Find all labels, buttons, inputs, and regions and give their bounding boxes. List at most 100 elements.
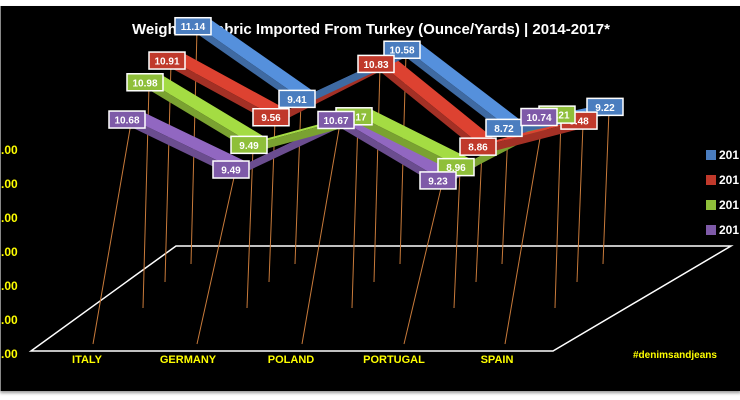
drop-line [301,123,341,345]
legend: 201 201 201 201 [706,148,739,237]
data-label-text: 9.56 [261,113,281,124]
data-label-text: 10.67 [323,116,348,127]
data-label: 9.23 [419,171,457,190]
data-label-box [148,51,186,70]
data-label-box [212,160,250,179]
data-label-box [485,118,523,138]
data-label-text: 9.23 [428,176,448,187]
data-label-box [252,107,290,127]
drop-lines [92,29,610,345]
drop-line [246,148,254,309]
x-tick-label: PORTUGAL [363,354,425,366]
data-label-text: 9.48 [569,117,589,128]
y-tick-label: .00 [1,245,18,259]
x-tick-label: ITALY [72,354,103,366]
legend-swatch [706,175,716,185]
legend-label: 201 [719,198,739,212]
drop-line [403,183,443,345]
hashtag-annotation: #denimsandjeans [633,350,717,361]
ribbon-top [340,113,456,180]
data-label-text: 9.41 [287,95,307,106]
x-tick-label: SPAIN [481,354,514,366]
data-label-box [317,110,355,130]
chart-floor [28,245,734,352]
drop-line [504,120,544,345]
legend-label: 201 [719,148,739,162]
data-label-box [459,137,497,156]
x-tick-label: GERMANY [160,354,217,366]
ribbon-front [340,119,442,188]
data-label-box [586,97,624,117]
data-label: 9.22 [586,97,624,117]
data-label-text: 9.49 [239,141,259,152]
drop-line [602,110,610,265]
drop-line [373,67,381,283]
x-axis-ticks: ITALY GERMANY POLAND PORTUGAL SPAIN [72,354,513,366]
drop-line [196,172,236,345]
data-label: 10.91 [148,51,186,70]
chart-frame: Weight Of Fabric Imported From Turkey (O… [0,6,740,391]
chart-svg: Weight Of Fabric Imported From Turkey (O… [1,16,739,366]
data-label: 9.49 [230,135,268,155]
drop-line [92,122,132,345]
data-label-box [230,135,268,155]
data-label: 10.83 [357,54,395,74]
data-label-text: 8.96 [446,163,466,174]
data-label: 10.68 [108,110,146,129]
drop-line [554,118,562,309]
data-label: 9.49 [212,160,250,179]
data-label: 10.98 [126,73,164,92]
ribbon-top [131,113,249,170]
data-label-text: 10.83 [363,60,388,71]
data-label: 8.72 [485,118,523,138]
drop-line [268,120,276,283]
y-tick-label: .00 [1,143,18,157]
data-label-text: 10.74 [526,113,551,124]
ribbon-top [406,43,522,128]
drop-line [501,131,509,265]
ribbon-front [358,115,460,175]
data-label-text: 9.49 [221,166,241,177]
data-label-text: 9.22 [595,103,615,114]
y-tick-label: .00 [1,279,18,293]
ribbon-front [171,60,275,125]
data-label: 10.67 [317,110,355,130]
data-label-text: 11.14 [181,22,206,33]
drop-line [294,102,302,265]
ribbon-front [482,120,583,155]
chart-title: Weight Of Fabric Imported From Turkey (O… [132,21,610,38]
data-label: 10.58 [383,40,421,59]
drop-line [576,124,584,283]
legend-label: 201 [719,173,739,187]
legend-label: 201 [719,223,739,237]
legend-swatch [706,225,716,235]
data-label-text: 10.91 [154,57,179,68]
y-tick-label: .00 [1,211,18,225]
drop-line [351,119,359,309]
y-axis-ticks: .00 .00 .00 .00 .00 .00 .00 [1,143,18,361]
data-label-text: 10.68 [114,116,139,127]
floor-plane [28,245,734,352]
data-labels: 11.14 9.41 10.58 8.72 9.22 10.91 9.56 10.83 8.86… [108,16,624,190]
data-label-box [419,171,457,190]
ribbon-top [380,57,496,147]
ribbon-front [380,63,482,155]
ribbon-front [149,81,253,153]
data-label-text: 10.58 [389,46,414,57]
data-label: 11.14 [174,16,212,36]
data-label-text: 8.72 [494,124,514,135]
drop-line [453,170,461,309]
data-label-box [383,40,421,59]
ribbon-top [171,54,289,117]
ribbon-top [149,75,267,145]
data-label-box [278,89,316,109]
legend-swatch [706,200,716,210]
data-label: 9.41 [278,89,316,109]
y-tick-label: .00 [1,313,18,327]
data-label: 9.56 [252,107,290,127]
data-label: 10.74 [520,107,558,127]
x-tick-label: POLAND [268,354,315,366]
data-label-box [357,54,395,74]
ribbon-top [358,109,474,167]
y-tick-label: .00 [1,177,18,191]
